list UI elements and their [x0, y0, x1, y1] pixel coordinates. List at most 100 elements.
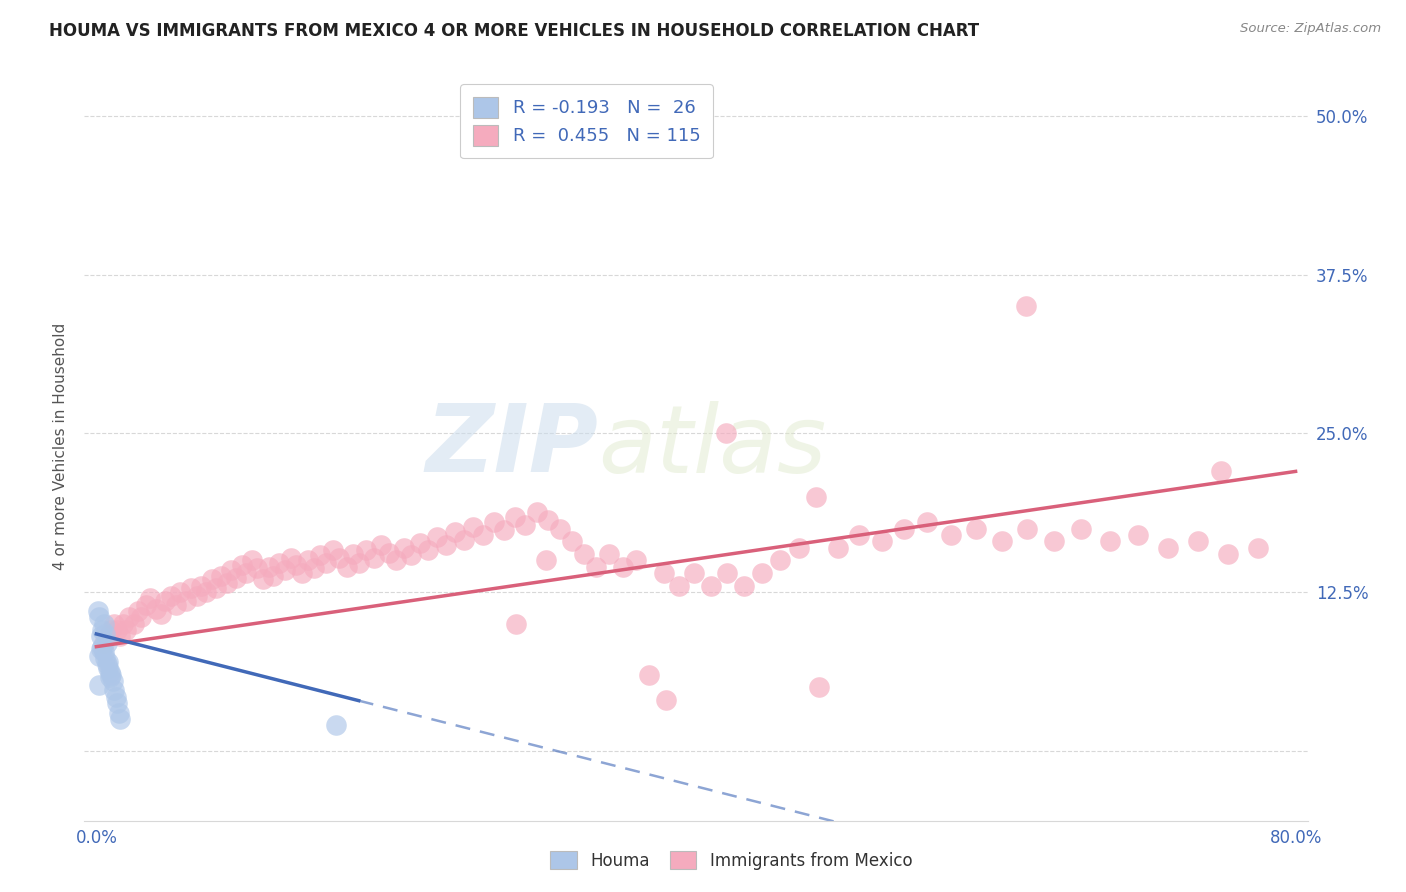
Point: [297, 553, 319, 567]
Point: [354, 543, 377, 558]
Text: atlas: atlas: [598, 401, 827, 491]
Point: [110, 630, 132, 644]
Point: [453, 533, 475, 547]
Point: [149, 607, 172, 621]
Point: [1015, 299, 1038, 313]
Point: [127, 604, 149, 618]
Point: [655, 693, 678, 707]
Point: [426, 531, 449, 545]
Point: [284, 558, 307, 573]
Point: [536, 513, 558, 527]
Point: [257, 559, 280, 574]
Point: [385, 553, 408, 567]
Point: [1128, 528, 1150, 542]
Point: [377, 546, 399, 560]
Point: [434, 538, 457, 552]
Point: [98, 665, 121, 679]
Legend: Houma, Immigrants from Mexico: Houma, Immigrants from Mexico: [543, 845, 920, 877]
Point: [291, 566, 314, 580]
Point: [325, 718, 347, 732]
Text: ZIP: ZIP: [425, 400, 598, 492]
Point: [186, 589, 208, 603]
Point: [668, 579, 690, 593]
Point: [1017, 522, 1039, 536]
Point: [240, 553, 263, 567]
Point: [302, 561, 325, 575]
Point: [638, 667, 661, 681]
Point: [308, 548, 330, 562]
Point: [315, 556, 337, 570]
Point: [804, 490, 827, 504]
Point: [1216, 547, 1239, 561]
Point: [112, 616, 135, 631]
Point: [548, 522, 571, 536]
Point: [534, 553, 557, 567]
Point: [598, 547, 620, 561]
Point: [416, 543, 439, 558]
Point: [205, 581, 228, 595]
Point: [915, 515, 938, 529]
Point: [155, 594, 177, 608]
Point: [87, 604, 110, 618]
Point: [336, 559, 359, 574]
Point: [135, 598, 157, 612]
Point: [201, 572, 224, 586]
Point: [100, 623, 122, 637]
Point: [91, 623, 114, 637]
Point: [1043, 534, 1066, 549]
Point: [105, 696, 128, 710]
Point: [94, 651, 117, 665]
Point: [1098, 534, 1121, 549]
Point: [561, 534, 583, 549]
Point: [991, 534, 1014, 549]
Point: [624, 553, 647, 567]
Point: [342, 547, 364, 561]
Point: [870, 534, 893, 549]
Point: [97, 661, 120, 675]
Point: [96, 636, 118, 650]
Point: [100, 667, 122, 681]
Point: [169, 585, 191, 599]
Point: [93, 636, 115, 650]
Point: [893, 522, 915, 536]
Point: [194, 585, 217, 599]
Point: [503, 510, 526, 524]
Point: [180, 581, 202, 595]
Y-axis label: 4 or more Vehicles in Household: 4 or more Vehicles in Household: [53, 322, 69, 570]
Point: [789, 541, 811, 555]
Point: [1157, 541, 1180, 555]
Point: [93, 645, 115, 659]
Point: [145, 601, 167, 615]
Point: [97, 655, 120, 669]
Point: [96, 657, 118, 672]
Point: [827, 541, 849, 555]
Point: [160, 589, 183, 603]
Point: [461, 520, 484, 534]
Point: [280, 550, 302, 565]
Point: [89, 678, 111, 692]
Point: [235, 566, 257, 580]
Point: [190, 579, 212, 593]
Point: [494, 523, 516, 537]
Point: [322, 543, 344, 558]
Point: [89, 648, 111, 663]
Point: [751, 566, 773, 580]
Point: [965, 522, 987, 536]
Point: [110, 712, 132, 726]
Point: [103, 682, 125, 697]
Point: [443, 525, 465, 540]
Point: [472, 528, 495, 542]
Text: HOUMA VS IMMIGRANTS FROM MEXICO 4 OR MORE VEHICLES IN HOUSEHOLD CORRELATION CHAR: HOUMA VS IMMIGRANTS FROM MEXICO 4 OR MOR…: [49, 22, 980, 40]
Point: [392, 541, 415, 555]
Point: [409, 535, 432, 549]
Point: [269, 556, 291, 570]
Point: [654, 566, 676, 580]
Point: [101, 673, 124, 688]
Point: [108, 706, 131, 720]
Point: [370, 538, 392, 552]
Point: [90, 630, 112, 644]
Point: [526, 505, 548, 519]
Point: [90, 642, 112, 657]
Point: [231, 558, 253, 573]
Point: [1209, 464, 1232, 478]
